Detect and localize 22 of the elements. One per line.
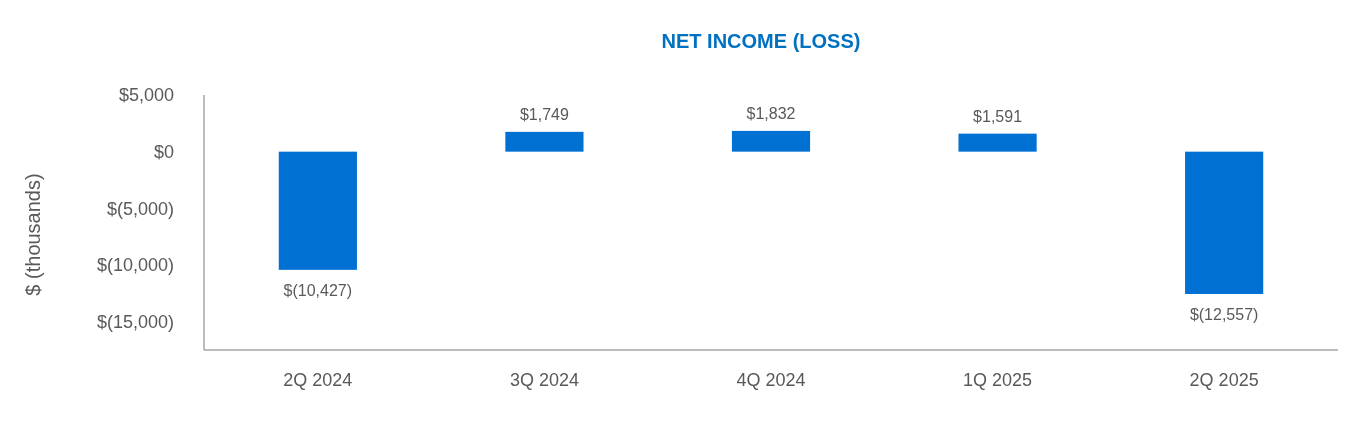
bar (731, 130, 811, 152)
x-tick-label: 1Q 2025 (963, 370, 1033, 390)
data-label: $1,832 (746, 104, 796, 122)
y-tick-label: $5,000 (118, 85, 174, 106)
y-tick-label: $(15,000) (96, 311, 174, 332)
y-tick-label: $0 (153, 141, 174, 162)
y-tick-label: $(10,000) (96, 255, 174, 276)
x-tick-label: 2Q 2025 (1189, 370, 1259, 390)
x-tick-label: 3Q 2024 (509, 370, 579, 390)
bar (505, 131, 584, 152)
bar (1185, 151, 1264, 294)
bar (958, 133, 1037, 152)
x-tick-label: 4Q 2024 (736, 370, 806, 390)
chart-title: NET INCOME (LOSS) (661, 30, 861, 52)
bar (278, 151, 357, 270)
data-label: $1,591 (973, 107, 1023, 125)
data-label: $1,749 (519, 105, 569, 123)
y-axis-title: $ (thousands) (22, 173, 44, 296)
y-tick-label: $(5,000) (106, 198, 174, 219)
data-label: $(10,427) (283, 281, 353, 299)
data-label: $(12,557) (1189, 305, 1259, 323)
x-tick-label: 2Q 2024 (283, 370, 353, 390)
